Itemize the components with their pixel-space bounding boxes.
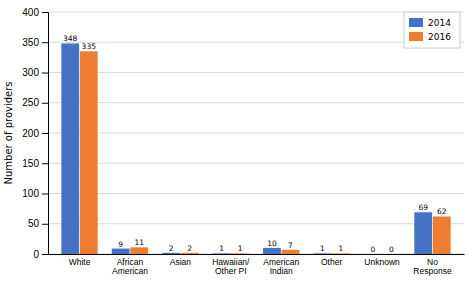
tick: 250 [22,97,48,108]
data-label: 0 [389,245,394,254]
grid-line [48,163,464,164]
data-label: 0 [370,245,375,254]
legend: 2014 2016 [404,12,460,48]
grid-line [48,72,464,73]
data-label: 10 [267,239,277,248]
data-label: 1 [320,244,325,253]
y-axis: 0 50 100 150 200 250 300 350 400 [22,7,48,260]
bar [162,253,180,254]
tick: AfricanAmerican [112,257,148,276]
bar [263,248,281,254]
legend-label: 2014 [428,18,451,28]
data-label: 69 [418,203,428,212]
tick: 100 [22,188,48,199]
tick-label: 50 [28,218,40,229]
tick-mark [42,224,48,225]
bar [181,253,199,254]
tick-label: Other [321,257,342,267]
tick: Asian [170,257,192,267]
tick-mark [42,12,48,13]
bar [414,212,432,254]
tick: Other [321,257,342,267]
data-label: 2 [169,244,174,253]
tick: 150 [22,158,48,169]
tick: AmericanIndian [263,257,299,276]
data-label: 1 [339,244,344,253]
data-label: 7 [288,241,293,250]
tick-label: NoResponse [413,257,452,276]
tick-mark [42,42,48,43]
x-axis: White AfricanAmerican Asian Hawaiian/Other … [49,255,465,277]
y-axis-title: Number of providers [3,81,14,184]
tick-label: Unknown [364,257,400,267]
data-label: 2 [187,244,192,253]
grid-line [48,12,464,13]
tick-label: AmericanIndian [263,257,299,276]
legend-item: 2014 [409,18,451,28]
data-label: 62 [437,207,447,216]
axis-line [42,13,49,255]
tick-label: Hawaiian/Other PI [212,257,250,276]
tick-label: 400 [22,7,39,18]
tick: Unknown [364,257,400,267]
tick-label: 100 [22,188,39,199]
tick-label: 350 [22,37,39,48]
tick-label: 300 [22,67,39,78]
tick-label: White [69,257,91,267]
tick-mark [42,194,48,195]
data-label: 11 [134,238,144,247]
grid-line [48,254,464,255]
tick-label: AfricanAmerican [112,257,148,276]
bar [433,216,451,254]
data-label: 1 [238,244,243,253]
grid-line [48,133,464,134]
axis-line [49,254,465,255]
data-label: 9 [118,240,123,249]
bar [112,249,130,254]
grid-line [48,102,464,103]
grid-line [48,223,464,224]
tick: 350 [22,37,48,48]
tick-mark [42,73,48,74]
tick-label: 200 [22,128,39,139]
legend-frame [404,12,460,48]
tick: Hawaiian/Other PI [212,257,250,276]
tick-label: 150 [22,158,39,169]
grid-line [48,42,464,43]
legend-swatch [409,18,423,27]
chart: 3489211010693351121710620501001502002503… [0,0,474,288]
data-label: 1 [219,244,224,253]
plot: 3489211010693351121710620501001502002503… [22,7,464,277]
legend-item: 2016 [409,32,451,42]
bar [130,247,148,254]
bar [282,250,300,254]
tick-mark [42,133,48,134]
tick: 0 [33,249,48,260]
tick-mark [42,254,48,255]
tick: 300 [22,67,48,78]
data-label: 335 [82,42,97,51]
grid [48,12,464,254]
grid-line [48,193,464,194]
tick-label: 250 [22,97,39,108]
tick: White [69,257,91,267]
bar [61,43,79,254]
bars [61,43,450,254]
tick-label: 0 [33,249,39,260]
legend-swatch [409,32,423,41]
tick-mark [42,103,48,104]
legend-label: 2016 [428,32,451,42]
tick-label: Asian [170,257,192,267]
tick: 200 [22,128,48,139]
data-labels: 348921101069335112171062 [63,34,447,254]
tick: 400 [22,7,48,18]
data-label: 348 [63,34,78,43]
tick: 50 [28,218,48,229]
bar [80,51,98,254]
tick-mark [42,163,48,164]
tick: NoResponse [413,257,452,276]
